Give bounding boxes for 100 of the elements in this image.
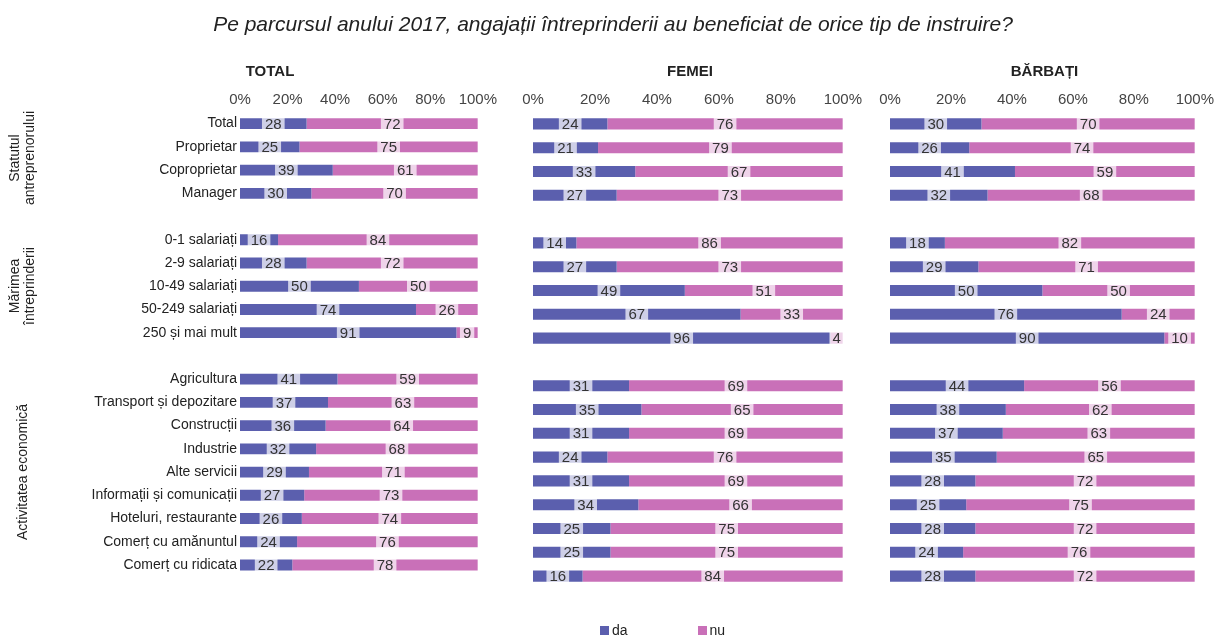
data-label: 37	[938, 424, 955, 442]
data-label: 72	[1076, 472, 1094, 490]
data-label: 76	[716, 115, 734, 133]
data-label: 65	[1087, 448, 1105, 466]
data-label: 63	[394, 393, 412, 411]
data-label: 24	[260, 532, 277, 550]
y-tick-label: Agricultura	[170, 370, 238, 386]
data-label: 32	[269, 439, 287, 457]
y-tick-label: Comerț cu amănuntul	[103, 532, 237, 549]
y-tick-label: Transport și depozitare	[94, 393, 238, 410]
data-label: 33	[575, 162, 593, 180]
data-label: 65	[733, 400, 751, 418]
data-label: 90	[1018, 329, 1036, 347]
x-tick-label: 0%	[879, 90, 901, 108]
y-tick-label: 250 și mai mult	[142, 323, 238, 340]
y-tick-label: Total	[207, 114, 237, 131]
x-tick-label: 80%	[1118, 90, 1149, 108]
data-label: 22	[257, 556, 275, 574]
data-label: 18	[909, 234, 926, 252]
x-tick-label: 40%	[320, 90, 351, 108]
data-label: 9	[462, 323, 472, 341]
data-label: 75	[380, 137, 397, 155]
data-label: 41	[280, 370, 298, 388]
x-tick-label: 60%	[1057, 90, 1088, 108]
data-label: 71	[385, 463, 402, 481]
data-label: 10	[1171, 329, 1188, 347]
data-label: 84	[369, 230, 387, 248]
x-tick-label: 40%	[641, 90, 672, 108]
data-label: 74	[319, 300, 337, 318]
data-label: 38	[939, 400, 957, 418]
data-label: 73	[721, 186, 739, 204]
x-tick-label: 20%	[579, 90, 610, 108]
data-label: 26	[438, 300, 456, 318]
data-label: 28	[924, 519, 942, 537]
text: Pe parcursul anului 2017, angajații întreprinderii au beneficiat de orice tip de instruire?	[212, 12, 1014, 36]
data-label: 91	[339, 323, 357, 341]
data-label: 28	[264, 114, 282, 132]
data-label: 24	[918, 543, 935, 561]
y-tick-label: 50-249 salariați	[141, 300, 237, 317]
data-label: 73	[721, 257, 739, 275]
y-tick-label: Industrie	[183, 439, 238, 456]
data-label: 86	[701, 234, 718, 252]
x-tick-label: 60%	[367, 90, 398, 108]
data-label: 49	[600, 281, 618, 299]
data-label: 16	[250, 230, 268, 248]
text: Mărimea întreprinderii	[6, 246, 38, 328]
y-tick-label: 0-1 salariați	[164, 230, 237, 247]
legend-label: da	[611, 622, 628, 638]
data-label: 61	[396, 161, 414, 179]
data-label: 28	[264, 254, 282, 272]
data-label: 51	[755, 281, 773, 299]
data-label: 76	[997, 305, 1015, 323]
x-tick-label: 40%	[996, 90, 1027, 108]
data-label: 50	[410, 277, 427, 295]
data-label: 72	[1076, 567, 1094, 585]
data-label: 31	[572, 424, 590, 442]
text: Statutul antreprenorului	[6, 110, 38, 208]
data-label: 74	[381, 509, 399, 527]
data-label: 30	[927, 115, 945, 133]
data-label: 69	[727, 376, 745, 394]
x-tick-label: 0%	[522, 90, 544, 108]
x-tick-label: 0%	[229, 90, 251, 108]
data-label: 59	[1096, 162, 1114, 180]
data-label: 75	[718, 543, 735, 561]
data-label: 37	[275, 393, 293, 411]
data-label: 25	[261, 137, 279, 155]
y-tick-label: Alte servicii	[166, 462, 237, 479]
data-label: 24	[561, 115, 579, 133]
data-label: 27	[263, 486, 281, 504]
data-label: 75	[718, 519, 735, 537]
data-label: 64	[393, 416, 411, 434]
data-label: 73	[382, 486, 400, 504]
data-label: 76	[1070, 543, 1088, 561]
data-label: 75	[1072, 495, 1089, 513]
data-label: 30	[267, 184, 285, 202]
x-tick-label: 20%	[272, 90, 303, 108]
data-label: 14	[546, 234, 564, 252]
y-tick-label: Manager	[181, 184, 238, 201]
x-tick-label: 100%	[823, 90, 863, 108]
data-label: 50	[957, 281, 975, 299]
y-tick-label: Informații și comunicații	[91, 486, 237, 503]
data-label: 36	[274, 416, 292, 434]
data-label: 74	[1073, 138, 1091, 156]
data-label: 34	[577, 495, 595, 513]
y-tick-label: 2-9 salariați	[164, 253, 237, 270]
data-label: 32	[930, 186, 948, 204]
data-label: 79	[712, 138, 729, 156]
data-label: 72	[1076, 519, 1094, 537]
data-label: 26	[921, 138, 938, 156]
data-label: 96	[673, 329, 691, 347]
x-tick-label: 100%	[458, 90, 498, 108]
data-label: 72	[383, 114, 401, 132]
data-label: 24	[1149, 305, 1167, 323]
data-label: 33	[783, 305, 801, 323]
data-label: 69	[727, 424, 745, 442]
data-label: 21	[557, 138, 574, 156]
data-label: 35	[578, 400, 596, 418]
data-label: 71	[1078, 257, 1095, 275]
data-label: 25	[563, 519, 581, 537]
data-label: 27	[566, 257, 584, 275]
